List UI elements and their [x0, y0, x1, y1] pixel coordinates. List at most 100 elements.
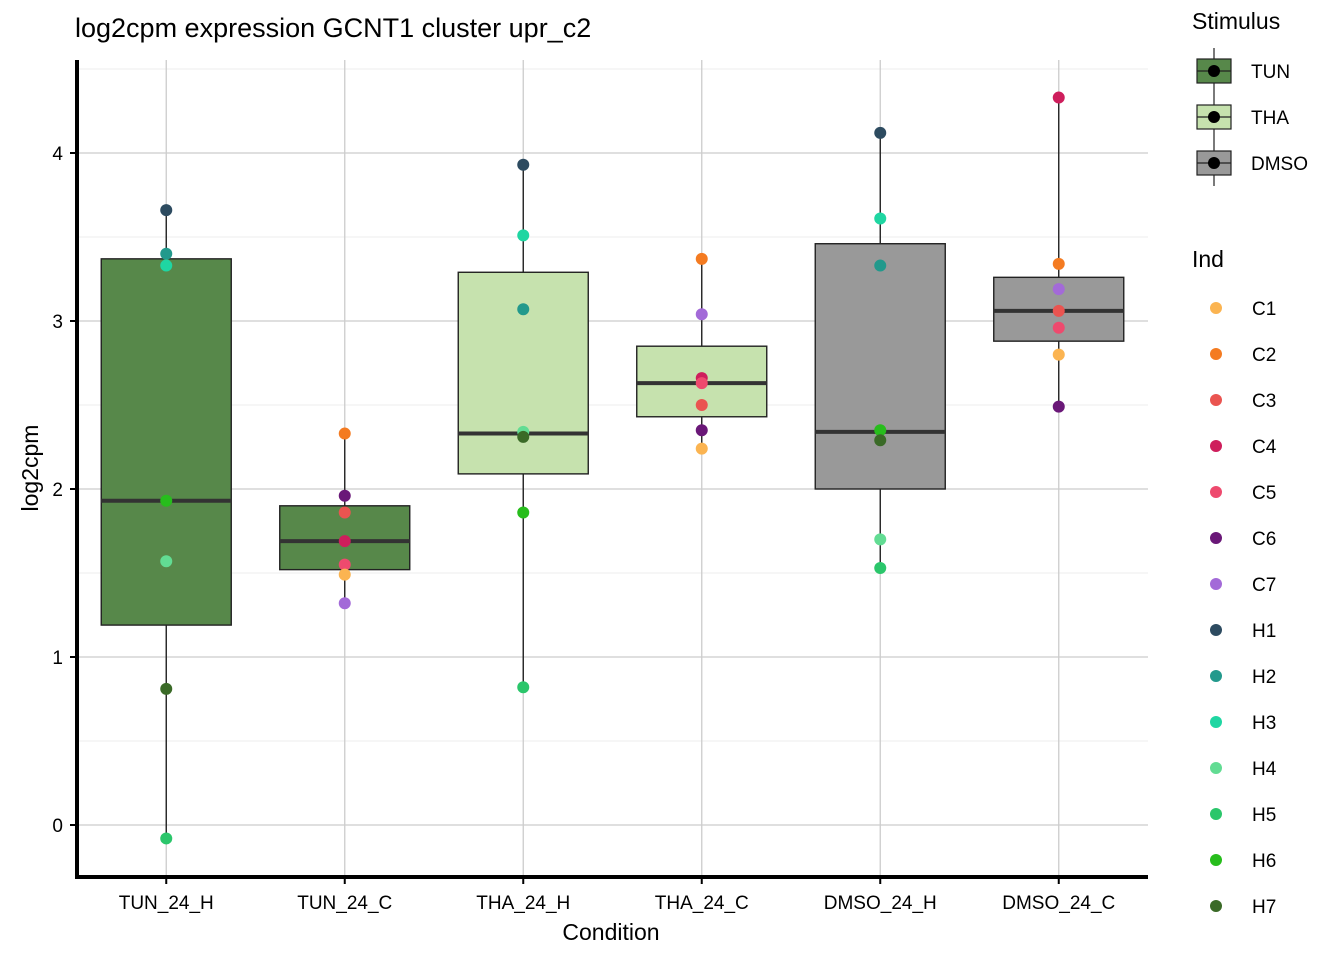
point-DMSO_24_H-H3: [874, 212, 887, 225]
box-DMSO_24_H: [814, 132, 946, 568]
point-DMSO_24_H-H7: [874, 434, 887, 447]
x-tick-label: DMSO_24_H: [824, 893, 937, 914]
legend-ind-swatch: [1210, 808, 1222, 820]
legend-stimulus-title: Stimulus: [1192, 8, 1280, 34]
legend-ind-label: H6: [1252, 851, 1276, 872]
legend-key-point: [1208, 157, 1220, 169]
legend-ind-label: H1: [1252, 621, 1276, 642]
legend-stimulus-label: TUN: [1251, 62, 1290, 83]
legend-stimulus: Stimulus TUN THA DMSO: [1192, 8, 1308, 186]
point-THA_24_H-H5: [517, 681, 530, 694]
x-tick-label: DMSO_24_C: [1002, 893, 1115, 914]
legend-ind-item: H6: [1210, 851, 1276, 872]
point-TUN_24_C-C4: [338, 535, 351, 548]
legend-stimulus-label: THA: [1251, 108, 1289, 129]
legend-ind-swatch: [1210, 716, 1222, 728]
legend-ind-item: H1: [1210, 621, 1276, 642]
point-THA_24_H-H3: [517, 229, 530, 242]
y-tick-label: 1: [52, 648, 63, 669]
points: [160, 91, 1065, 845]
point-DMSO_24_C-C3: [1052, 304, 1065, 317]
point-TUN_24_H-H7: [160, 682, 173, 695]
legend-ind-item: H3: [1210, 713, 1276, 734]
legend-key-point: [1208, 111, 1220, 123]
x-axis-label: Condition: [562, 919, 659, 945]
point-TUN_24_H-H3: [160, 259, 173, 272]
legend-ind-item: H2: [1210, 667, 1276, 688]
legend-stimulus-item: DMSO: [1196, 140, 1308, 186]
legend-stimulus-item: TUN: [1196, 48, 1290, 94]
point-DMSO_24_C-C6: [1052, 400, 1065, 413]
y-axis-label: log2cpm: [17, 425, 43, 512]
x-tick-label: THA_24_H: [476, 893, 570, 914]
legend-ind-label: C5: [1252, 483, 1276, 504]
point-DMSO_24_H-H5: [874, 561, 887, 574]
legend-ind: Ind C1 C2 C3 C4 C5 C6 C7 H1 H2 H3 H4 H5 H6 H7: [1192, 246, 1277, 918]
x-ticks: TUN_24_H TUN_24_C THA_24_H THA_24_C DMSO_24_…: [119, 877, 1115, 914]
point-THA_24_H-H7: [517, 430, 530, 443]
point-DMSO_24_C-C2: [1052, 257, 1065, 270]
legend-ind-swatch: [1210, 900, 1222, 912]
point-TUN_24_H-H2: [160, 247, 173, 260]
point-TUN_24_C-C3: [338, 506, 351, 519]
point-DMSO_24_C-C7: [1052, 283, 1065, 296]
legend-ind-label: H2: [1252, 667, 1276, 688]
x-tick-label: TUN_24_H: [119, 893, 214, 914]
legend-ind-item: C5: [1210, 483, 1276, 504]
point-TUN_24_H-H4: [160, 555, 173, 568]
legend-ind-label: H4: [1252, 759, 1277, 780]
y-tick-label: 0: [52, 816, 63, 837]
legend-stimulus-item: THA: [1196, 94, 1289, 140]
point-TUN_24_C-C6: [338, 489, 351, 502]
legend-ind-label: H7: [1252, 897, 1276, 918]
legend-ind-label: C7: [1252, 575, 1276, 596]
legend-ind-label: C6: [1252, 529, 1276, 550]
legend-ind-label: H5: [1252, 805, 1276, 826]
legend-ind-swatch: [1210, 486, 1222, 498]
y-tick-label: 2: [52, 480, 63, 501]
legend-ind-swatch: [1210, 532, 1222, 544]
axes: [75, 60, 1148, 879]
point-THA_24_H-H2: [517, 303, 530, 316]
box-TUN_24_H: [100, 210, 232, 839]
point-DMSO_24_H-H4: [874, 533, 887, 546]
legend-ind-swatch: [1210, 394, 1222, 406]
legend-ind-item: H5: [1210, 805, 1276, 826]
point-THA_24_C-C5: [695, 377, 708, 390]
legend-ind-item: C2: [1210, 345, 1276, 366]
point-DMSO_24_C-C5: [1052, 321, 1065, 334]
point-TUN_24_C-C1: [338, 568, 351, 581]
legend-ind-label: C2: [1252, 345, 1276, 366]
x-tick-label: THA_24_C: [655, 893, 749, 914]
point-THA_24_H-H1: [517, 158, 530, 171]
legend-key-point: [1208, 65, 1220, 77]
box-iqr: [814, 243, 946, 490]
grid: [77, 60, 1148, 877]
legend-ind-swatch: [1210, 348, 1222, 360]
y-ticks: 0 1 2 3 4: [52, 144, 77, 837]
legend-ind-item: C3: [1210, 391, 1276, 412]
legend-ind-item: C7: [1210, 575, 1276, 596]
box-iqr: [457, 271, 589, 475]
legend-ind-swatch: [1210, 302, 1222, 314]
point-THA_24_C-C7: [695, 308, 708, 321]
point-TUN_24_C-C2: [338, 427, 351, 440]
legend-stimulus-label: DMSO: [1251, 154, 1308, 175]
point-THA_24_C-C3: [695, 399, 708, 411]
legend-ind-item: H7: [1210, 897, 1276, 918]
legend-ind-swatch: [1210, 670, 1222, 682]
point-TUN_24_H-H5: [160, 832, 173, 845]
x-tick-label: TUN_24_C: [297, 893, 392, 914]
point-DMSO_24_H-H1: [874, 126, 887, 139]
point-THA_24_C-C6: [695, 424, 708, 437]
point-THA_24_C-C2: [695, 252, 708, 265]
point-DMSO_24_H-H2: [874, 259, 887, 272]
legend-ind-swatch: [1210, 762, 1222, 774]
legend-ind-label: H3: [1252, 713, 1276, 734]
legend-ind-swatch: [1210, 440, 1222, 452]
y-tick-label: 4: [52, 144, 63, 165]
point-THA_24_H-H6: [517, 506, 530, 519]
legend-ind-item: C4: [1210, 437, 1277, 458]
y-tick-label: 3: [52, 312, 63, 333]
